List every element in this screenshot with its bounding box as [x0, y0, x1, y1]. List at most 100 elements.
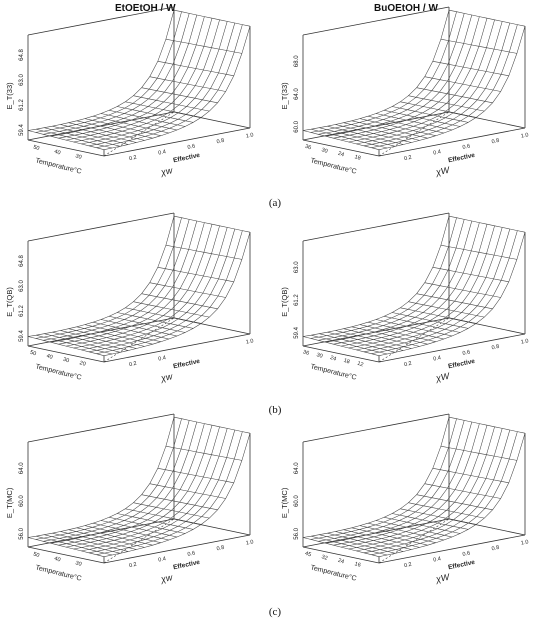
x-tick-label: 1.0 [520, 338, 529, 345]
mesh-line-temperature [325, 14, 473, 137]
x-tick-label: 1.0 [245, 132, 254, 139]
frame-line [302, 518, 450, 548]
x-axis-label: χW [434, 370, 452, 383]
mesh-line-temperature [371, 24, 518, 148]
x-axis-label: χw [159, 165, 174, 177]
frame-line [302, 546, 380, 564]
mesh-line-xw [432, 61, 509, 77]
z-tick-label: 59.4 [294, 326, 300, 338]
temperature-tick-label: 32 [321, 554, 329, 562]
x-tick-label: 0.8 [491, 138, 500, 145]
frame-line [302, 6, 450, 36]
temperature-tick-label: 18 [354, 154, 362, 162]
mesh-line-temperature [27, 216, 175, 337]
z-tick-label: 64.8 [19, 255, 25, 267]
temperature-axis-label: Temperature°C [35, 362, 83, 381]
z-axis-label: E_T(MC) [5, 487, 14, 518]
temperature-tick-label: 36 [304, 144, 312, 152]
mesh-line-xw [416, 293, 493, 310]
x-tick-label: 0.6 [187, 143, 196, 150]
temperature-tick-label: 50 [32, 551, 40, 559]
mesh-line-xw [359, 525, 436, 543]
temperature-tick-label: 40 [53, 149, 61, 157]
mesh-line-temperature [27, 10, 175, 131]
x-axis-label-effective: Effective [448, 559, 476, 572]
mesh-line-xw [311, 334, 388, 355]
mesh-line-xw [335, 531, 412, 550]
mesh-line-xw [157, 267, 234, 283]
z-tick-label: 56.0 [19, 527, 25, 539]
temperature-axis-label: Temperature°C [310, 362, 358, 381]
mesh-line-temperature [96, 24, 243, 148]
mesh-line-xw [302, 130, 380, 150]
x-tick-label: 0.8 [216, 138, 225, 145]
mesh-line-xw [343, 529, 420, 548]
z-tick-label: 61.2 [294, 294, 300, 306]
x-tick-label: 0.2 [129, 361, 138, 368]
x-tick-label: 0.4 [433, 149, 442, 156]
frame-line [378, 127, 526, 157]
mesh-line-xw [302, 336, 380, 356]
mesh-line-xw [165, 38, 242, 54]
x-tick-label: 0.6 [462, 143, 471, 150]
mesh-line-temperature [378, 433, 526, 557]
surface-plot-c-right: 56.0 60.0 64.0 E_T(MC) 45 32 24 16Temperature°C… [280, 413, 529, 585]
mesh-line-xw [27, 130, 105, 150]
mesh-line-xw [27, 336, 105, 356]
temperature-tick-label: 24 [337, 558, 345, 566]
mesh-line-temperature [318, 420, 465, 542]
x-tick-label: 0.4 [433, 556, 442, 563]
mesh-line-xw [408, 301, 485, 318]
column-titles: EtOEtOH / W BuOEtOH / W [0, 0, 550, 20]
frame-line [27, 413, 175, 443]
mesh-line-xw [27, 537, 105, 557]
mesh-line-xw [351, 326, 428, 345]
mesh-line-xw [141, 293, 218, 310]
mesh-line-xw [44, 127, 121, 147]
x-axis-label-effective: Effective [448, 358, 476, 371]
z-tick-label: 61.2 [19, 305, 25, 317]
mesh-line-temperature [310, 11, 457, 133]
z-axis-label: E_T(33) [280, 82, 289, 110]
x-axis-label: χW [434, 164, 452, 177]
surface-mesh [302, 215, 526, 362]
mesh-line-xw [84, 525, 161, 543]
mesh-line-xw [424, 483, 501, 499]
z-tick-label: 59.4 [19, 330, 25, 342]
mesh-line-xw [149, 483, 226, 499]
z-axis-label: E_T(QB) [5, 287, 14, 317]
mesh-line-xw [109, 110, 186, 127]
mesh-line-temperature [88, 429, 236, 554]
mesh-line-xw [432, 267, 509, 283]
mesh-line-xw [448, 416, 526, 434]
mesh-line-temperature [27, 417, 175, 538]
mesh-line-xw [165, 445, 242, 461]
mesh-line-xw [375, 319, 453, 337]
x-axis-label: χw [159, 371, 174, 383]
temperature-tick-label: 18 [343, 358, 351, 366]
mesh-line-xw [44, 534, 121, 554]
mesh-line-xw [448, 9, 526, 27]
mesh-line-xw [36, 128, 113, 149]
mesh-line-xw [68, 529, 145, 548]
mesh-line-xw [133, 95, 210, 112]
mesh-line-xw [84, 118, 161, 136]
mesh-line-xw [117, 312, 194, 329]
z-tick-label: 60.0 [294, 120, 300, 132]
mesh-line-temperature [371, 431, 518, 555]
mesh-line-xw [117, 106, 194, 123]
mesh-line-temperature [103, 26, 251, 150]
mesh-line-temperature [103, 433, 251, 557]
x-tick-label: 1.0 [245, 539, 254, 546]
surface-mesh [302, 416, 526, 563]
mesh-line-xw [60, 124, 137, 143]
temperature-tick-label: 30 [316, 352, 324, 360]
mesh-line-xw [92, 522, 169, 541]
row-label-a: (a) [268, 197, 282, 209]
mesh-line-temperature [302, 216, 450, 337]
mesh-line-xw [36, 535, 113, 556]
temperature-tick-label: 50 [32, 144, 40, 152]
frame-line [302, 345, 380, 363]
mesh-line-xw [92, 321, 169, 340]
mesh-line-xw [52, 125, 129, 145]
